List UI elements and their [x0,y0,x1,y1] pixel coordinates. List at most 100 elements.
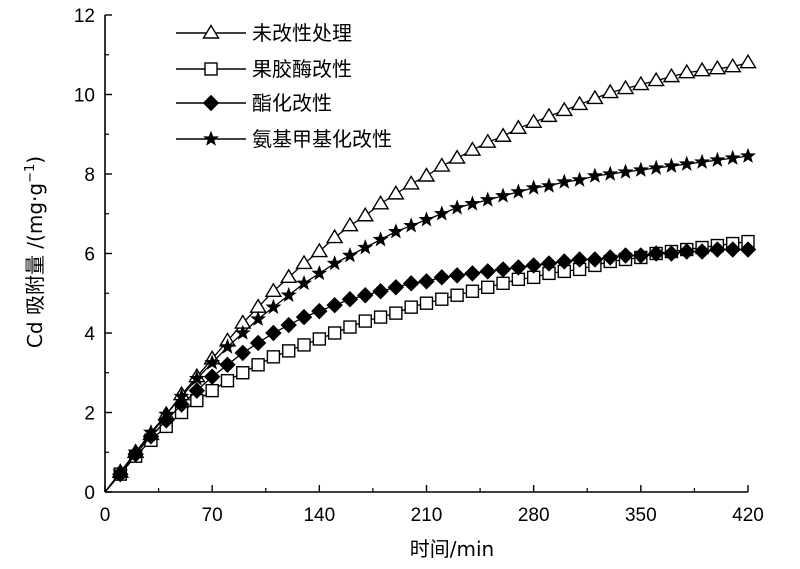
data-point-aminomethylated [510,183,527,199]
y-axis-title-sup: −1 [23,164,38,183]
data-point-esterified [203,368,221,385]
data-point-aminomethylated [188,370,205,386]
x-tick-label: 350 [625,505,657,526]
data-point-esterified [341,291,359,308]
data-point-aminomethylated [571,171,588,187]
data-point-untreated [479,133,497,148]
data-point-aminomethylated [541,177,557,193]
data-point-aminomethylated [280,286,297,303]
data-point-aminomethylated [663,157,680,173]
ticks: 0 70 140 210 280 350 420 0 2 4 6 8 10 12 [74,6,764,526]
data-point-pectinase [282,344,296,358]
data-point-untreated [586,89,604,105]
data-point-pectinase [266,350,281,364]
data-point-untreated [402,175,420,190]
data-point-pectinase [251,358,265,372]
data-point-esterified [663,245,680,262]
y-axis-title-main: Cd 吸附量 /(mg·g [23,183,47,348]
data-point-untreated [341,216,359,232]
legend-entry-esterified: 酯化改性 [176,91,332,115]
x-tick-label: 210 [411,505,443,526]
data-point-untreated [463,141,482,156]
data-point-aminomethylated [433,205,450,221]
data-point-esterified [249,334,267,352]
x-axis-title: 时间/min [410,537,494,561]
legend-entry-pectinase: 果胶酶改性 [176,57,352,81]
data-point-esterified [112,465,129,483]
data-point-aminomethylated [479,191,496,207]
data-point-esterified [127,446,144,463]
data-point-esterified [739,241,757,258]
data-point-aminomethylated [403,217,420,233]
data-point-untreated [678,63,696,79]
data-point-aminomethylated [495,187,512,203]
series-untreated [104,53,757,493]
data-point-aminomethylated [724,149,741,165]
data-point-aminomethylated [219,338,236,354]
data-point-aminomethylated [586,167,603,183]
y-tick-label: 12 [74,6,95,27]
data-point-esterified [724,241,741,258]
data-point-untreated [295,254,313,270]
data-point-untreated [264,282,283,297]
data-point-aminomethylated [709,151,726,167]
legend-marker-aminomethylated [203,130,219,146]
data-point-aminomethylated [556,173,573,189]
series-pectinase [104,234,755,493]
data-point-pectinase [450,288,464,302]
data-point-esterified [464,265,481,282]
data-point-pectinase [465,284,480,298]
data-point-esterified [188,382,206,399]
data-point-aminomethylated [694,153,711,169]
data-point-esterified [142,428,160,445]
legend-entry-untreated: 未改性处理 [176,21,352,45]
data-point-untreated [693,61,711,77]
data-point-esterified [387,279,405,296]
data-point-untreated [662,67,681,83]
data-point-aminomethylated [648,159,665,175]
data-point-esterified [295,308,313,326]
data-point-untreated [433,157,451,172]
data-point-esterified [632,247,650,264]
data-point-pectinase [481,280,495,294]
data-point-aminomethylated [740,147,756,163]
data-point-pectinase [496,276,510,291]
data-point-esterified [173,396,190,413]
data-point-untreated [509,119,528,134]
plot-marks [104,53,757,493]
y-axis-title-close: ) [23,156,47,164]
data-point-aminomethylated [418,211,435,227]
data-point-pectinase [419,296,434,310]
data-point-pectinase [205,383,219,398]
y-tick-label: 2 [84,404,95,425]
legend-label: 酯化改性 [252,91,332,115]
data-point-esterified [510,259,527,276]
y-tick-label: 8 [84,165,95,186]
y-tick-label: 10 [74,86,95,107]
legend-label: 未改性处理 [252,21,352,45]
data-point-aminomethylated [372,231,389,247]
data-point-esterified [448,267,466,284]
data-point-untreated [647,71,665,87]
data-point-untreated [371,194,390,210]
data-point-pectinase [435,292,449,306]
data-point-aminomethylated [250,310,267,326]
legend-label: 果胶酶改性 [252,57,352,81]
legend-label: 氨基甲基化改性 [252,127,392,151]
data-point-aminomethylated [525,179,542,195]
data-point-esterified [280,316,297,334]
data-point-esterified [234,344,251,362]
data-point-pectinase [312,332,327,346]
data-point-aminomethylated [341,247,358,263]
data-point-untreated [632,75,650,91]
legend-marker-esterified [202,94,220,112]
data-point-untreated [723,57,742,73]
data-point-aminomethylated [632,161,649,177]
data-point-pectinase [343,320,357,334]
y-tick-label: 4 [84,324,95,345]
x-tick-label: 280 [518,505,550,526]
y-tick-label: 6 [84,245,95,266]
data-point-esterified [586,251,604,268]
data-point-pectinase [236,366,250,380]
